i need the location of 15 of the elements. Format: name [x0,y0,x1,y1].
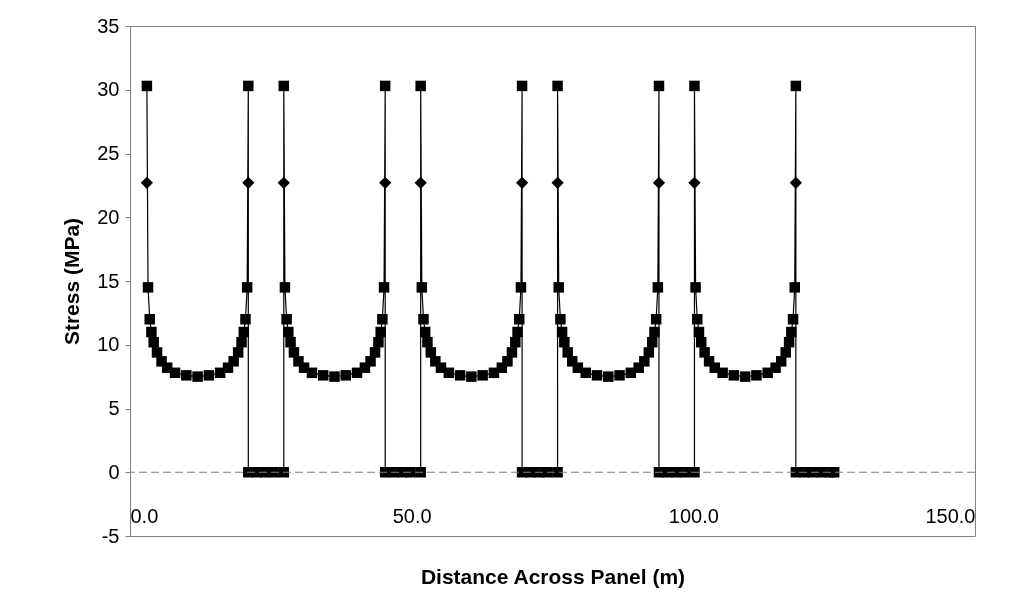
x-tick-label: 100.0 [668,504,719,527]
y-tick-label: 35 [97,14,120,37]
y-tick-label: 10 [97,333,120,356]
y-tick-label: 0 [108,460,120,483]
y-tick-label: 25 [97,142,120,164]
y-tick-label: 5 [108,397,120,419]
x-tick-label: 50.0 [392,504,432,527]
x-axis-title: Distance Across Panel (m) [420,564,686,588]
y-tick-label: 15 [97,269,120,292]
y-tick-label: -5 [101,524,120,547]
x-tick-label: 150.0 [925,504,976,527]
y-tick-label: 30 [97,78,120,101]
y-tick-label: 20 [97,205,120,228]
y-axis-title: Stress (MPa) [60,217,84,346]
x-tick-label: 0.0 [130,504,159,527]
